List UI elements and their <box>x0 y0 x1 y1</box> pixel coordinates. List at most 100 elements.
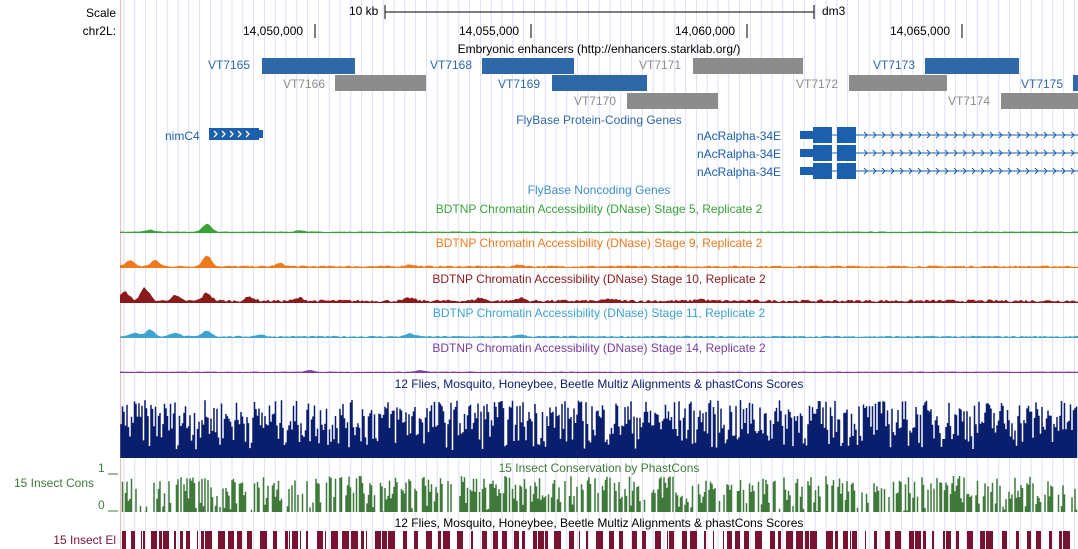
conserved-element <box>141 531 142 549</box>
conserved-element <box>986 531 993 549</box>
gene-nacralpha-strand-chevron <box>872 131 877 139</box>
gene-nacralpha-strand-chevron <box>899 149 904 157</box>
gene-nacralpha-strand-chevron <box>989 131 994 139</box>
enhancer-label-vt7169[interactable]: VT7169 <box>498 77 541 91</box>
gene-nacralpha-utr <box>800 131 813 139</box>
conserved-element <box>366 531 367 549</box>
enhancer-label-vt7174[interactable]: VT7174 <box>948 94 991 108</box>
conserved-element <box>744 531 749 549</box>
conserved-element <box>197 531 198 549</box>
conserved-element <box>438 531 441 549</box>
gene-nacralpha-strand-chevron <box>863 131 868 139</box>
gene-nacralpha-strand-chevron <box>944 167 949 175</box>
conserved-element <box>174 531 176 549</box>
conserved-element <box>727 531 732 549</box>
conserved-element <box>690 531 697 549</box>
enhancer-label-vt7165[interactable]: VT7165 <box>208 58 251 72</box>
gene-nacralpha-strand-chevron <box>1034 131 1039 139</box>
conserved-element <box>704 531 706 549</box>
gene-label-nacralpha-34e-2[interactable]: nAcRalpha-34E <box>697 147 782 161</box>
enhancer-box-vt7172 <box>849 75 947 91</box>
enhancer-label-vt7172[interactable]: VT7172 <box>796 77 839 91</box>
enhancer-label-vt7170[interactable]: VT7170 <box>574 94 617 108</box>
conserved-element <box>596 531 603 549</box>
conserved-element <box>143 531 145 549</box>
conserved-element <box>609 531 614 549</box>
gene-nacralpha-strand-chevron <box>1052 149 1057 157</box>
conserved-element <box>375 531 381 549</box>
conserved-element <box>482 531 487 549</box>
gene-nacralpha-strand-chevron <box>1016 149 1021 157</box>
elements-left-label[interactable]: 15 Insect El <box>53 533 116 547</box>
dnase-stage11-title[interactable]: BDTNP Chromatin Accessibility (DNase) St… <box>432 306 766 320</box>
enhancer-box-vt7175 <box>1073 75 1078 91</box>
gene-nacralpha-strand-chevron <box>908 149 913 157</box>
gene-nacralpha-strand-chevron <box>1043 167 1048 175</box>
conserved-element <box>810 531 817 549</box>
conserved-element <box>426 531 432 549</box>
gene-nimc4-strand-chevron <box>245 130 250 138</box>
conserved-element <box>923 531 926 549</box>
gene-nacralpha-strand-chevron <box>1016 167 1021 175</box>
enhancer-label-vt7173[interactable]: VT7173 <box>873 58 916 72</box>
dnase-stage5-title[interactable]: BDTNP Chromatin Accessibility (DNase) St… <box>435 202 763 216</box>
coding-genes-track-title[interactable]: FlyBase Protein-Coding Genes <box>516 113 682 127</box>
enhancer-label-vt7166[interactable]: VT7166 <box>283 77 326 91</box>
dnase-signal <box>120 287 1078 302</box>
enhancer-label-vt7175[interactable]: VT7175 <box>1021 77 1064 91</box>
dnase-stage14-title[interactable]: BDTNP Chromatin Accessibility (DNase) St… <box>432 341 766 355</box>
conserved-element <box>538 531 544 549</box>
conserved-element <box>131 531 135 549</box>
conserved-element <box>533 531 537 549</box>
conserved-element <box>967 531 973 549</box>
enhancers-track-title[interactable]: Embryonic enhancers (http://enhancers.st… <box>457 42 741 56</box>
conserved-element <box>159 531 162 549</box>
gene-nacralpha-utr <box>800 149 813 157</box>
conserved-element <box>289 531 290 549</box>
gene-nacralpha-strand-chevron <box>1034 167 1039 175</box>
conserved-element <box>735 531 740 549</box>
gene-nacralpha-strand-chevron <box>917 131 922 139</box>
enhancer-box-vt7169 <box>552 75 647 91</box>
conserved-element <box>317 531 323 549</box>
conserved-element <box>956 531 959 549</box>
gene-label-nimc4[interactable]: nimC4 <box>165 129 200 143</box>
gene-nacralpha-strand-chevron <box>899 131 904 139</box>
gene-label-nacralpha-34e-3[interactable]: nAcRalpha-34E <box>697 165 782 179</box>
conserved-element <box>682 531 687 549</box>
gene-nacralpha-strand-chevron <box>962 131 967 139</box>
enhancer-box-vt7168 <box>482 58 574 74</box>
enhancer-label-vt7171[interactable]: VT7171 <box>639 58 682 72</box>
phastcons-left-label[interactable]: 15 Insect Cons <box>13 476 94 490</box>
conserved-element <box>796 531 803 549</box>
gene-nimc4-strand-chevron <box>213 130 218 138</box>
gene-nacralpha-strand-chevron <box>881 167 886 175</box>
gene-nacralpha-strand-chevron <box>1043 131 1048 139</box>
gene-nacralpha-exon <box>813 163 832 179</box>
elements-track-title[interactable]: 12 Flies, Mosquito, Honeybee, Beetle Mul… <box>394 516 804 530</box>
conserved-element <box>943 531 945 549</box>
gene-nacralpha-strand-chevron <box>1034 149 1039 157</box>
gene-nacralpha-strand-chevron <box>989 149 994 157</box>
dnase-stage9-title[interactable]: BDTNP Chromatin Accessibility (DNase) St… <box>435 236 763 250</box>
gene-nacralpha-strand-chevron <box>980 149 985 157</box>
conserved-element <box>1002 531 1007 549</box>
conserved-element <box>205 531 212 549</box>
ruler-tick-label-3: 14,060,000 <box>675 24 736 38</box>
conserved-element <box>351 531 358 549</box>
conserved-element <box>554 531 561 549</box>
conserved-element <box>642 531 646 549</box>
gene-nacralpha-strand-chevron <box>998 131 1003 139</box>
dnase-stage10-title[interactable]: BDTNP Chromatin Accessibility (DNase) St… <box>432 272 766 286</box>
conserved-element <box>1063 531 1070 549</box>
gene-nacralpha-strand-chevron <box>998 149 1003 157</box>
phastcons-track-title[interactable]: 15 Insect Conservation by PhastCons <box>498 461 700 475</box>
conserved-element <box>403 531 407 549</box>
enhancer-label-vt7168[interactable]: VT7168 <box>430 58 473 72</box>
gene-label-nacralpha-34e-1[interactable]: nAcRalpha-34E <box>697 129 782 143</box>
gene-nacralpha-strand-chevron <box>971 131 976 139</box>
noncoding-genes-track-title[interactable]: FlyBase Noncoding Genes <box>527 183 671 197</box>
multiz-track-title[interactable]: 12 Flies, Mosquito, Honeybee, Beetle Mul… <box>394 377 804 391</box>
gene-nacralpha-strand-chevron <box>890 131 895 139</box>
